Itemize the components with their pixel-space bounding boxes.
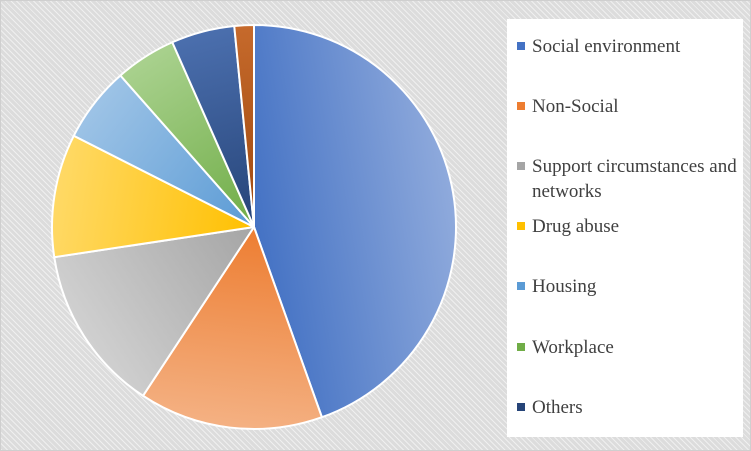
pie-slice-drug-abuse — [51, 134, 255, 259]
legend-label: Non-Social — [532, 96, 619, 117]
pie-slices — [51, 24, 458, 430]
legend-swatch — [517, 343, 525, 351]
legend-swatch — [517, 222, 525, 230]
pie-slice-social-environment — [253, 24, 458, 419]
legend-swatch — [517, 102, 525, 110]
legend-swatch — [517, 403, 525, 411]
legend: Social environment Non-Social Support ci… — [507, 19, 743, 437]
legend-label: Workplace — [532, 337, 614, 358]
pie-slice-non-social — [142, 226, 323, 430]
legend-label: Drug abuse — [532, 216, 620, 237]
legend-swatch — [517, 42, 525, 50]
legend-swatch — [517, 282, 525, 290]
legend-label: Housing — [532, 276, 597, 297]
legend-swatch — [517, 162, 525, 170]
pie-slice-support-circumstances-and-networks — [53, 226, 255, 397]
legend-label: Social environment — [532, 36, 681, 57]
pie-slice-unlabeled — [233, 24, 255, 228]
legend-label: Others — [532, 397, 583, 418]
legend-label: Support circumstances and networks — [532, 156, 737, 202]
